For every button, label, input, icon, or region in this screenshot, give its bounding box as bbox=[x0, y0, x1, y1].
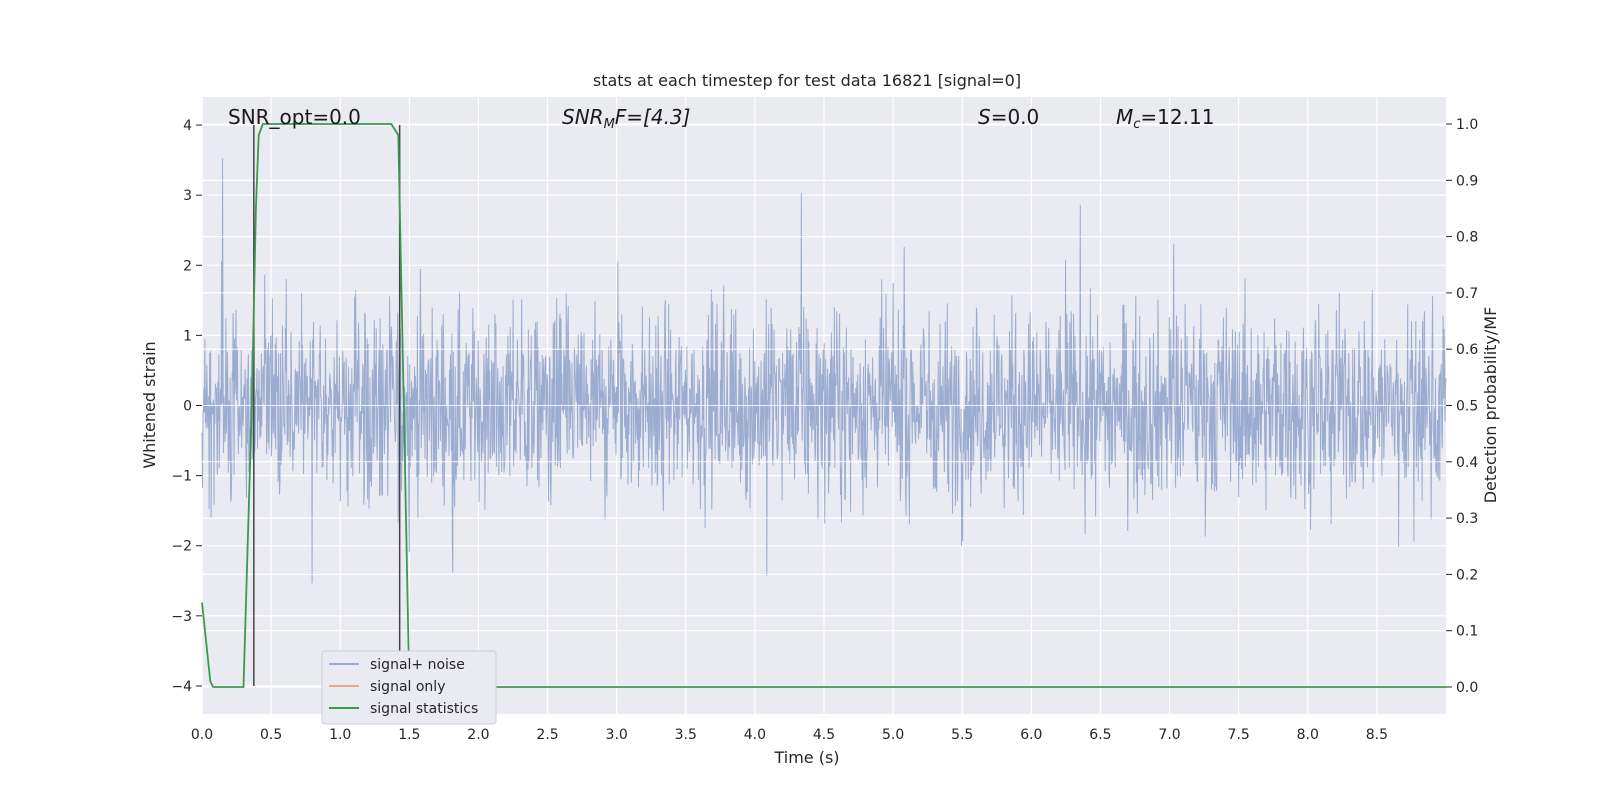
y-tick-label-right: 0.3 bbox=[1456, 511, 1478, 527]
series-signal-statistics-line bbox=[201, 123, 1446, 688]
x-tick-label: 8.0 bbox=[1297, 727, 1319, 743]
y-tick-label-right: 0.6 bbox=[1456, 342, 1478, 358]
y-tick-label-right: 0.9 bbox=[1456, 173, 1478, 189]
x-tick-label: 7.0 bbox=[1158, 727, 1180, 743]
axis-ticks: 0.0 0.5 1.0 1.5 2.0 2.5 3.0 3.5 4.0 4.5 5.0 5.5 6.0 6… bbox=[171, 117, 1478, 743]
x-tick-label: 0.0 bbox=[191, 727, 213, 743]
x-tick-label: 7.5 bbox=[1228, 727, 1250, 743]
y-tick-label-left: 1 bbox=[183, 328, 192, 344]
chart-title: stats at each timestep for test data 168… bbox=[593, 71, 1021, 90]
y-tick-label-right: 0.5 bbox=[1456, 399, 1478, 415]
y-tick-label-left: 3 bbox=[183, 188, 192, 204]
x-tick-label: 3.5 bbox=[675, 727, 697, 743]
y-tick-label-left: −2 bbox=[171, 539, 192, 555]
y-tick-label-left: 4 bbox=[183, 118, 192, 134]
annotation-snr-mf-value: F=[4.3] bbox=[615, 105, 691, 129]
y-tick-label-left: 0 bbox=[183, 399, 192, 415]
y-tick-label-right: 0.8 bbox=[1456, 230, 1478, 246]
x-tick-label: 1.5 bbox=[398, 727, 420, 743]
x-tick-label: 1.0 bbox=[329, 727, 351, 743]
y-tick-label-right: 0.4 bbox=[1456, 455, 1478, 471]
legend-label-signal-statistics: signal statistics bbox=[370, 701, 478, 717]
x-tick-label: 5.5 bbox=[951, 727, 973, 743]
annotation-snr-mf-symbol: SNR bbox=[562, 105, 604, 129]
annotation-s-symbol: S bbox=[978, 105, 991, 129]
x-tick-label: 2.5 bbox=[536, 727, 558, 743]
x-tick-label: 0.5 bbox=[260, 727, 282, 743]
y-axis-left-label: Whitened strain bbox=[140, 341, 159, 468]
x-tick-label: 8.5 bbox=[1366, 727, 1388, 743]
x-tick-label: 4.5 bbox=[813, 727, 835, 743]
y-tick-label-right: 1.0 bbox=[1456, 117, 1478, 133]
x-tick-label: 3.0 bbox=[606, 727, 628, 743]
y-tick-label-right: 0.7 bbox=[1456, 286, 1478, 302]
annotation-mc-value: =12.11 bbox=[1140, 105, 1214, 129]
series-signal-noise-line bbox=[201, 158, 1447, 584]
y-tick-label-right: 0.0 bbox=[1456, 680, 1478, 696]
legend-label-signal-only: signal only bbox=[370, 679, 445, 695]
y-tick-label-left: −4 bbox=[171, 679, 192, 695]
legend-box bbox=[321, 650, 497, 725]
y-axis-right-label: Detection probability/MF bbox=[1481, 307, 1500, 504]
y-tick-label-right: 0.2 bbox=[1456, 567, 1478, 583]
y-tick-label-left: −1 bbox=[171, 469, 192, 485]
annotation-mc-subscript: c bbox=[1133, 117, 1140, 132]
x-axis-label: Time (s) bbox=[773, 748, 839, 767]
annotation-snr-mf-subscript: M bbox=[604, 117, 615, 132]
x-tick-label: 5.0 bbox=[882, 727, 904, 743]
x-tick-label: 6.5 bbox=[1089, 727, 1111, 743]
annotation-mc: Mc=12.11 bbox=[1116, 105, 1214, 132]
annotation-s-value: =0.0 bbox=[991, 105, 1040, 129]
y-tick-label-left: 2 bbox=[183, 258, 192, 274]
annotation-snr-mf: SNRMF=[4.3] bbox=[562, 105, 690, 132]
y-tick-label-left: −3 bbox=[171, 609, 192, 625]
annotation-mc-symbol: M bbox=[1116, 105, 1133, 129]
legend-label-signal-noise: signal+ noise bbox=[370, 657, 465, 673]
annotation-snr-opt: SNR_opt=0.0 bbox=[228, 105, 361, 129]
annotation-s: S=0.0 bbox=[978, 105, 1039, 129]
x-tick-label: 2.0 bbox=[467, 727, 489, 743]
x-tick-label: 6.0 bbox=[1020, 727, 1042, 743]
x-tick-label: 4.0 bbox=[744, 727, 766, 743]
y-tick-label-right: 0.1 bbox=[1456, 624, 1478, 640]
legend: signal+ noise signal only signal statist… bbox=[321, 650, 497, 725]
